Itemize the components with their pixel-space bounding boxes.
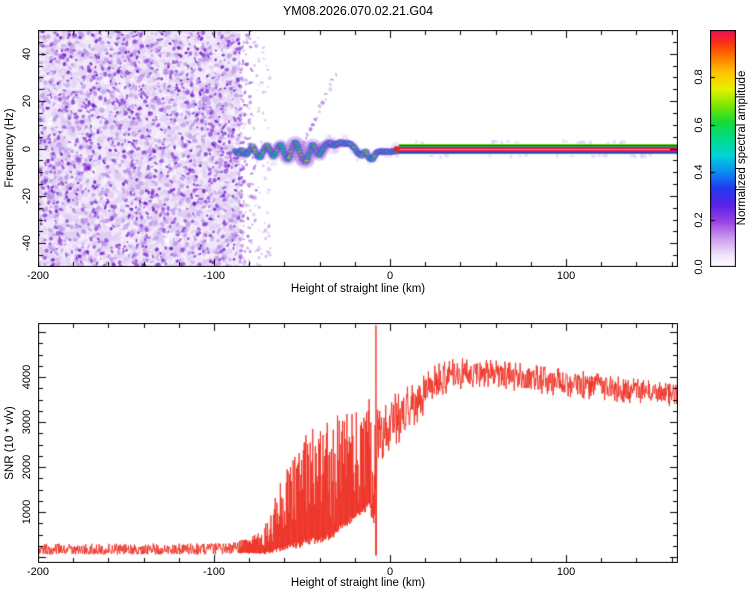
bottom-x-tick-label: -100 — [203, 566, 226, 578]
bottom-x-tick-label: 0 — [386, 566, 394, 578]
bottom-x-axis-label: Height of straight line (km) — [290, 577, 426, 589]
top-y-tick-label: 40 — [21, 47, 33, 60]
colorbar — [710, 30, 736, 267]
top-x-tick-label: 100 — [556, 270, 576, 282]
colorbar-tick-label: 0.4 — [693, 164, 705, 180]
top-y-tick-label: 0 — [21, 145, 33, 152]
top-y-tick-label: -20 — [21, 187, 33, 204]
top-x-tick-label: 0 — [386, 270, 394, 282]
bottom-y-tick-label: 3000 — [21, 409, 33, 435]
bottom-x-tick-label: -200 — [26, 566, 50, 578]
colorbar-tick-label: 0.8 — [693, 69, 705, 86]
top-y-axis-label: Frequency (Hz) — [4, 108, 16, 188]
bottom-y-axis-label: SNR (10 * v/v) — [4, 406, 16, 480]
snr-plot — [38, 323, 678, 563]
spectrogram-plot — [38, 30, 678, 267]
colorbar-tick-label: 0.0 — [693, 259, 705, 275]
bottom-y-tick-label: 2000 — [21, 454, 33, 480]
colorbar-label: Normalized spectral amplitude — [736, 70, 748, 226]
bottom-x-tick-label: 100 — [556, 566, 576, 578]
top-x-axis-label: Height of straight line (km) — [290, 283, 426, 295]
top-x-tick-label: -100 — [203, 270, 226, 282]
colorbar-tick-label: 0.6 — [693, 117, 705, 133]
top-y-tick-label: -40 — [21, 235, 33, 252]
colorbar-tick-label: 0.2 — [693, 211, 705, 228]
bottom-y-tick-label: 4000 — [21, 364, 33, 390]
top-x-tick-label: -200 — [26, 270, 50, 282]
top-y-tick-label: 20 — [21, 94, 33, 108]
figure-title: YM08.2026.070.02.21.G04 — [282, 4, 434, 18]
bottom-y-tick-label: 1000 — [21, 499, 33, 525]
